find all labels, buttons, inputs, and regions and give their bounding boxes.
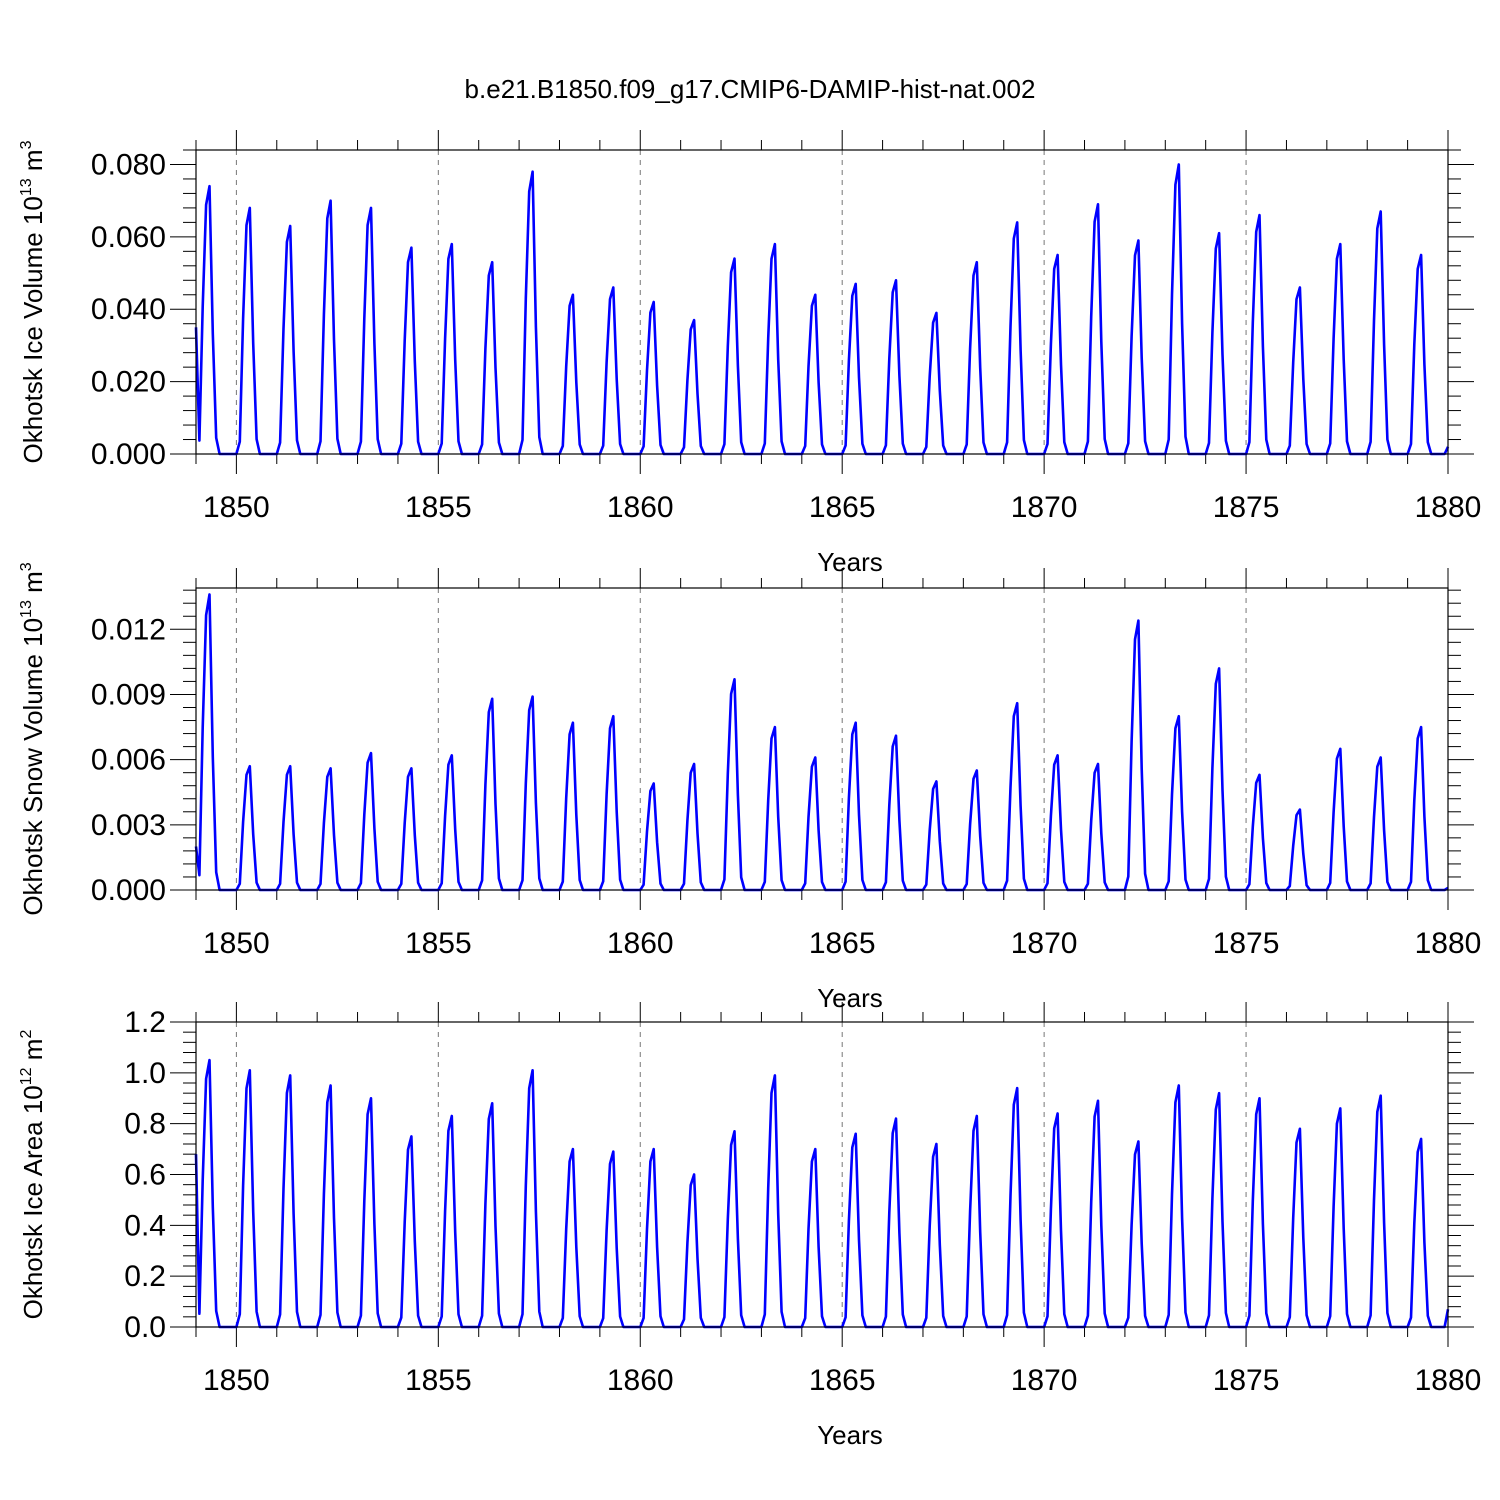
y-tick-label: 1.2 [124, 1006, 166, 1039]
y-tick-label: 0.2 [124, 1260, 166, 1293]
x-tick-label: 1850 [203, 491, 270, 524]
x-tick-label: 1865 [809, 491, 876, 524]
y-tick-label: 0.000 [91, 874, 166, 907]
x-tick-label: 1880 [1415, 1364, 1482, 1397]
y-tick-label: 0.080 [91, 148, 166, 181]
y-tick-label: 0.040 [91, 293, 166, 326]
ice-volume-y-axis-label: Okhotsk Ice Volume 1013 m3 [18, 140, 48, 463]
snow-volume-plot-frame [195, 587, 1449, 891]
panel-ice-area: 0.0 0.2 0.4 0.6 0.8 1.0 1.2 1850 1855 1860 1865 187… [18, 1002, 1481, 1450]
x-tick-label: 1860 [607, 927, 674, 960]
snow-volume-series-line [194, 593, 1449, 892]
ice-volume-x-axis-label: Years [817, 547, 883, 577]
panel-ice-volume: 0.000 0.020 0.040 0.060 0.080 1850 1855 1860 186… [18, 130, 1481, 577]
figure-title: b.e21.B1850.f09_g17.CMIP6-DAMIP-hist-nat… [465, 74, 1036, 104]
x-tick-label: 1860 [607, 1364, 674, 1397]
y-tick-label: 0.8 [124, 1108, 166, 1141]
ice-area-x-axis-label: Years [817, 1420, 883, 1450]
x-tick-label: 1870 [1011, 927, 1078, 960]
ice-area-series-line [194, 1058, 1450, 1329]
snow-volume-y-axis-label: Okhotsk Snow Volume 1013 m3 [18, 562, 48, 915]
snow-volume-x-axis-label: Years [817, 983, 883, 1013]
y-tick-label: 0.009 [91, 678, 166, 711]
y-tick-label: 0.012 [91, 613, 166, 646]
x-tick-label: 1855 [405, 1364, 472, 1397]
x-tick-label: 1880 [1415, 491, 1482, 524]
ice-volume-plot-frame [195, 149, 1449, 455]
ice-area-y-axis-label: Okhotsk Ice Area 1012 m2 [18, 1030, 48, 1320]
y-tick-label: 0.060 [91, 221, 166, 254]
x-tick-label: 1875 [1213, 1364, 1280, 1397]
y-tick-label: 0.4 [124, 1209, 166, 1242]
ice-volume-series-line [194, 163, 1450, 456]
y-tick-label: 0.6 [124, 1159, 166, 1192]
panel-snow-volume: 0.000 0.003 0.006 0.009 0.012 1850 1855 1860 186… [18, 562, 1481, 1013]
x-tick-label: 1880 [1415, 927, 1482, 960]
x-tick-label: 1865 [809, 1364, 876, 1397]
y-tick-label: 0.0 [124, 1311, 166, 1344]
x-tick-label: 1855 [405, 927, 472, 960]
y-tick-label: 0.003 [91, 809, 166, 842]
y-tick-label: 0.020 [91, 366, 166, 399]
y-tick-label: 1.0 [124, 1057, 166, 1090]
y-tick-label: 0.000 [91, 438, 166, 471]
x-tick-label: 1850 [203, 1364, 270, 1397]
x-tick-label: 1870 [1011, 1364, 1078, 1397]
x-tick-label: 1870 [1011, 491, 1078, 524]
y-tick-label: 0.006 [91, 744, 166, 777]
ice-area-plot-frame [195, 1021, 1449, 1328]
x-tick-label: 1850 [203, 927, 270, 960]
x-tick-label: 1855 [405, 491, 472, 524]
x-tick-label: 1875 [1213, 927, 1280, 960]
x-tick-label: 1860 [607, 491, 674, 524]
x-tick-label: 1875 [1213, 491, 1280, 524]
x-tick-label: 1865 [809, 927, 876, 960]
